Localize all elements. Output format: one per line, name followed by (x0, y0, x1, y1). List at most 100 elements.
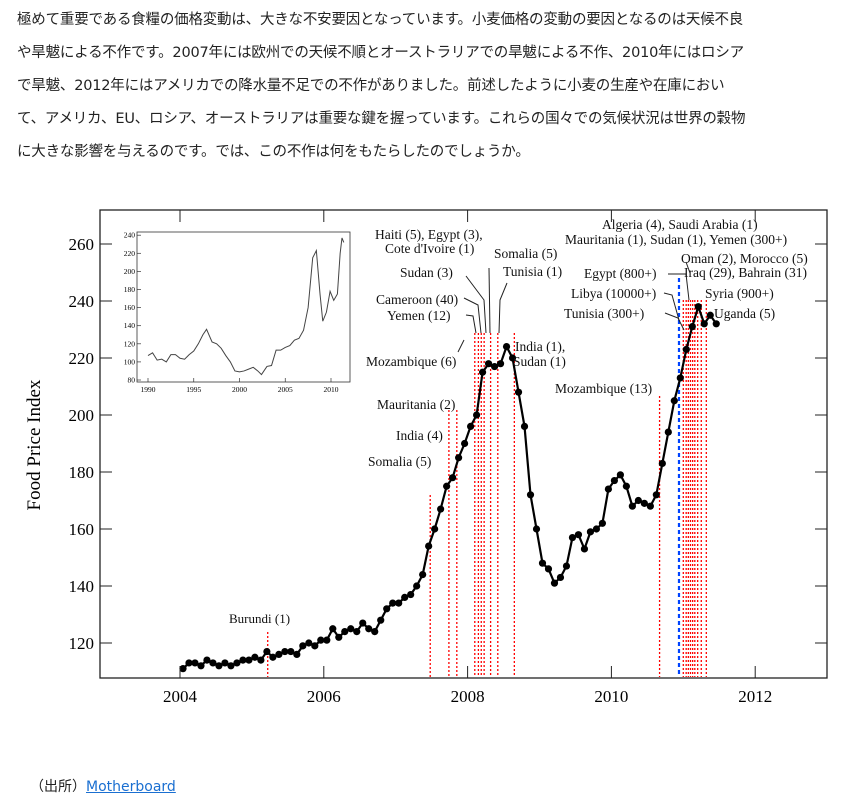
inset-x-tick-label: 2010 (324, 385, 339, 394)
data-point (269, 653, 277, 661)
data-point (377, 616, 385, 624)
data-point (341, 628, 349, 636)
data-point (437, 505, 445, 513)
data-point (598, 519, 607, 527)
data-point (592, 525, 601, 533)
data-point (676, 374, 684, 382)
data-point (389, 599, 397, 607)
data-point (275, 650, 283, 659)
x-tick-label: 2006 (307, 687, 341, 706)
data-point (640, 499, 648, 507)
paragraph-line: や旱魃による不作です。2007年には欧州での天候不順とオーストラリアでの旱魃によ… (17, 45, 744, 61)
data-point (604, 485, 613, 493)
data-point (287, 647, 295, 656)
data-point (221, 659, 229, 667)
data-point (550, 579, 559, 587)
data-point (556, 573, 565, 582)
data-point (652, 491, 660, 499)
data-point (431, 525, 439, 533)
data-point (562, 562, 571, 570)
data-point (610, 476, 618, 485)
annotation-label: Egypt (800+) (584, 266, 656, 281)
annotation-label: India (4) (396, 428, 443, 443)
data-point (203, 656, 211, 664)
annotation-label: Somalia (5) (494, 246, 557, 261)
inset-y-tick-label: 220 (124, 249, 136, 258)
annotation-label: Iraq (29), Bahrain (31) (684, 265, 807, 280)
source-link[interactable]: Motherboard (86, 779, 176, 795)
plot-frame (99, 209, 828, 679)
data-point (257, 656, 265, 664)
inset-y-tick-label: 160 (124, 303, 136, 312)
inset-y-tick-label: 140 (124, 321, 136, 330)
paragraph-line: で旱魃、2012年にはアメリカでの降水量不足での不作がありました。前述したように… (17, 78, 725, 94)
annotation-label: Mauritania (1), Sudan (1), Yemen (300+) (565, 232, 787, 247)
annotation-label: Burundi (1) (229, 611, 290, 626)
inset-y-tick-label: 200 (124, 267, 136, 276)
data-point (263, 647, 271, 656)
data-point (317, 636, 325, 644)
data-point (197, 662, 205, 670)
data-point (191, 659, 199, 667)
data-point (305, 639, 313, 647)
data-point (299, 642, 307, 650)
data-point (425, 542, 433, 550)
data-point (490, 362, 499, 371)
paragraph-line: て、アメリカ、EU、ロシア、オーストラリアは重要な鍵を握っています。これらの国々… (17, 111, 746, 127)
data-point (484, 360, 493, 368)
data-point (496, 360, 505, 368)
annotation-label: Tunisia (1) (503, 264, 562, 279)
annotation-label: Uganda (5) (714, 306, 775, 321)
inset-series-line (147, 237, 345, 376)
data-point (455, 454, 463, 462)
data-point (371, 628, 379, 636)
annotation-label: Mozambique (13) (555, 381, 652, 396)
data-point (281, 647, 289, 656)
data-point (419, 571, 427, 579)
data-point (586, 528, 595, 536)
annotation-label: Sudan (1) (513, 354, 566, 369)
data-point (664, 428, 672, 436)
data-point (670, 397, 678, 405)
inset-x-tick-label: 1990 (141, 385, 156, 394)
data-point (245, 656, 253, 664)
inset-y-tick-label: 120 (124, 339, 136, 348)
inset-y-tick-label: 80 (128, 376, 136, 385)
data-point (544, 565, 553, 573)
data-point (251, 653, 259, 661)
data-point (413, 582, 421, 590)
data-point (359, 619, 367, 627)
data-point (323, 636, 331, 644)
data-point (353, 628, 361, 636)
data-point (233, 659, 241, 667)
inset-y-tick-label: 100 (124, 357, 136, 366)
data-point (395, 599, 403, 607)
data-point (293, 650, 301, 659)
y-axis-label: Food Price Index (24, 379, 45, 510)
data-point (658, 459, 666, 468)
data-point (466, 422, 475, 430)
annotation-label: Algeria (4), Saudi Arabia (1) (602, 217, 758, 232)
data-point (646, 502, 654, 510)
x-tick-label: 2004 (163, 687, 198, 706)
inset-x-tick-label: 2005 (278, 385, 293, 394)
annotation-label: India (1), (515, 339, 565, 354)
data-point (311, 642, 319, 650)
data-point (209, 659, 217, 667)
data-point (538, 559, 547, 567)
annotation-label: Cote d'Ivoire (1) (385, 241, 474, 256)
annotation-label: Haiti (5), Egypt (3), (375, 227, 483, 242)
y-tick-label: 120 (69, 634, 95, 653)
data-point (514, 388, 523, 396)
data-point (574, 531, 583, 539)
data-point (472, 411, 481, 419)
data-point (401, 593, 409, 602)
data-point (700, 320, 708, 328)
y-tick-label: 240 (69, 292, 95, 311)
inset-y-tick-label: 240 (124, 231, 136, 240)
data-point (712, 320, 720, 328)
inset-x-tick-label: 2000 (232, 385, 247, 394)
annotation-label: Syria (900+) (705, 286, 774, 301)
annotation-label: Cameroon (40) (376, 292, 458, 307)
inset-y-tick-label: 180 (124, 285, 136, 294)
